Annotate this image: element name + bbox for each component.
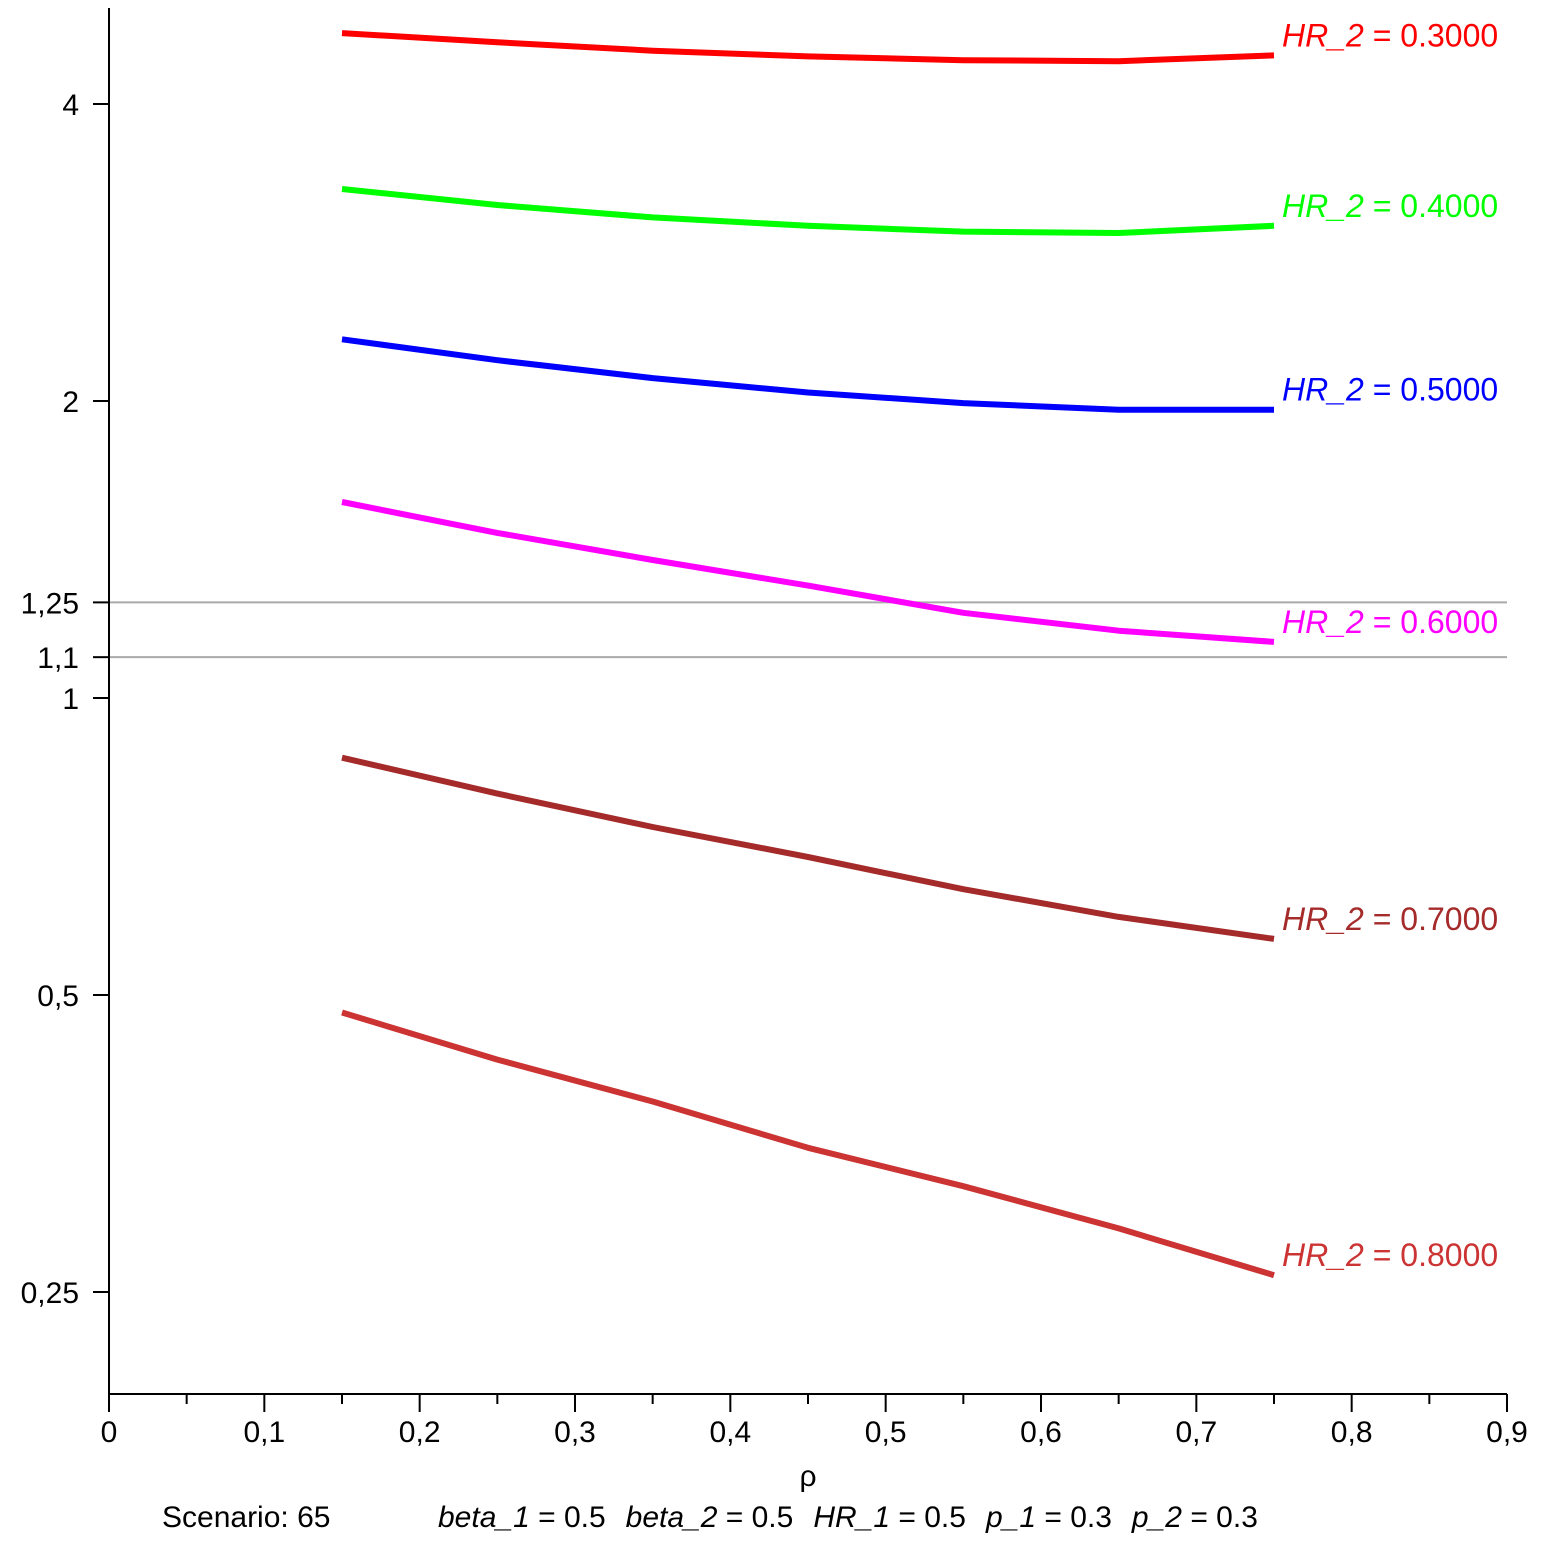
x-tick-label: 0,4	[709, 1416, 751, 1449]
y-tick-label: 4	[62, 89, 79, 122]
series-label-name: HR_2	[1282, 188, 1364, 224]
parameters-caption: beta_1 = 0.5 beta_2 = 0.5 HR_1 = 0.5 p_1 = …	[438, 1501, 1258, 1534]
series-label-value: = 0.5000	[1364, 372, 1498, 408]
y-tick-label: 1,25	[21, 587, 79, 620]
series-label-1: HR_2 = 0.4000	[1282, 188, 1498, 224]
series-label-value: = 0.8000	[1364, 1237, 1498, 1273]
series-line-1	[341, 186, 1275, 236]
x-tick-label: 0,7	[1175, 1416, 1217, 1449]
y-tick-label: 2	[62, 386, 79, 419]
scenario-caption: Scenario: 65	[162, 1501, 330, 1534]
param-value: = 0.3	[1182, 1501, 1258, 1534]
x-axis-label: ρ	[799, 1460, 816, 1493]
x-tick-label: 0,1	[243, 1416, 285, 1449]
axes: 4 2 1,25 1,1 1 0,5 0,25 0 0,1 0,2 0,3 0,4 0,5 0,6 0,7 0…	[21, 8, 1528, 1449]
series-line-0	[341, 30, 1275, 65]
series-label-name: HR_2	[1282, 1237, 1364, 1273]
reference-lines	[109, 601, 1507, 659]
series-label-5: HR_2 = 0.8000	[1282, 1237, 1498, 1273]
y-tick-label: 1	[62, 683, 79, 716]
param-name: beta_2	[626, 1501, 718, 1534]
param-name: HR_1	[813, 1501, 890, 1534]
series-label-0: HR_2 = 0.3000	[1282, 17, 1498, 53]
series-line-2	[341, 336, 1274, 413]
series-label-name: HR_2	[1282, 372, 1364, 408]
x-tick-label: 0,8	[1331, 1416, 1373, 1449]
series-lines	[341, 30, 1275, 1279]
y-tick-label: 1,1	[37, 642, 79, 675]
series-label-value: = 0.4000	[1364, 188, 1498, 224]
series-line-5	[341, 1009, 1275, 1279]
param-value: = 0.5	[530, 1501, 606, 1534]
y-tick-label: 0,25	[21, 1277, 79, 1310]
series-label-value: = 0.7000	[1364, 901, 1498, 937]
series-label-2: HR_2 = 0.5000	[1282, 372, 1498, 408]
x-tick-label: 0	[101, 1416, 118, 1449]
series-label-value: = 0.6000	[1364, 604, 1498, 640]
x-tick-label: 0,2	[399, 1416, 441, 1449]
series-label-name: HR_2	[1282, 17, 1364, 53]
series-line-4	[341, 754, 1275, 942]
series-label-3: HR_2 = 0.6000	[1282, 604, 1498, 640]
x-tick-label: 0,3	[554, 1416, 596, 1449]
param-value: = 0.3	[1036, 1501, 1112, 1534]
param-name: beta_1	[438, 1501, 530, 1534]
param-value: = 0.5	[717, 1501, 793, 1534]
x-tick-label: 0,6	[1020, 1416, 1062, 1449]
x-tick-label: 0,9	[1486, 1416, 1528, 1449]
x-tick-label: 0,5	[865, 1416, 907, 1449]
param-value: = 0.5	[890, 1501, 966, 1534]
param-name: p_2	[1131, 1501, 1182, 1534]
series-label-value: = 0.3000	[1364, 17, 1498, 53]
series-label-name: HR_2	[1282, 901, 1364, 937]
y-tick-label: 0,5	[37, 980, 79, 1013]
series-line-3	[341, 499, 1275, 645]
series-label-name: HR_2	[1282, 604, 1364, 640]
series-label-4: HR_2 = 0.7000	[1282, 901, 1498, 937]
param-name: p_1	[985, 1501, 1036, 1534]
